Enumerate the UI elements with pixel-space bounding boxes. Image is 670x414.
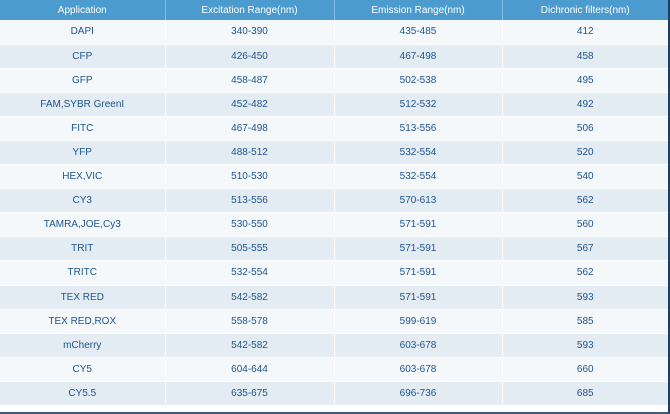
cell-dichronic: 562 — [502, 188, 668, 214]
cell-dichronic: 685 — [502, 381, 668, 407]
cell-dichronic: 660 — [502, 357, 668, 382]
cell-excitation: 542-582 — [165, 285, 335, 310]
cell-application: DAPI — [0, 20, 166, 45]
cell-application: FAM,SYBR GreenI — [0, 92, 166, 117]
cell-excitation: 530-550 — [165, 212, 335, 238]
header-application: Application — [0, 0, 166, 20]
table-body: DAPI 340-390 435-485 412 CFP 426-450 467… — [0, 20, 668, 407]
cell-dichronic: 562 — [502, 260, 668, 286]
cell-emission: 696-736 — [334, 381, 503, 407]
cell-application: CFP — [0, 44, 166, 69]
cell-emission: 532-554 — [334, 164, 503, 190]
cell-excitation: 604-644 — [165, 357, 335, 382]
table-row: TRIT 505-555 571-591 567 — [0, 236, 668, 262]
cell-emission: 571-591 — [334, 285, 503, 310]
cell-dichronic: 593 — [502, 285, 668, 310]
cell-dichronic: 593 — [502, 333, 668, 358]
cell-application: TEX RED,ROX — [0, 309, 166, 334]
table-row: TAMRA,JOE,Cy3 530-550 571-591 560 — [0, 212, 668, 238]
table-row: CY5 604-644 603-678 660 — [0, 357, 668, 382]
cell-excitation: 426-450 — [165, 44, 335, 69]
cell-emission: 571-591 — [334, 260, 503, 286]
cell-emission: 570-613 — [334, 188, 503, 214]
cell-excitation: 488-512 — [165, 140, 335, 166]
header-row: Application Excitation Range(nm) Emissio… — [0, 0, 668, 20]
cell-emission: 513-556 — [334, 116, 503, 141]
table-row: GFP 458-487 502-538 495 — [0, 68, 668, 93]
cell-emission: 571-591 — [334, 236, 503, 262]
cell-application: TRIT — [0, 236, 166, 262]
cell-application: YFP — [0, 140, 166, 166]
cell-emission: 512-532 — [334, 92, 503, 117]
cell-application: CY3 — [0, 188, 166, 214]
cell-excitation: 542-582 — [165, 333, 335, 358]
cell-excitation: 340-390 — [165, 20, 335, 45]
cell-application: TAMRA,JOE,Cy3 — [0, 212, 166, 238]
cell-application: TEX RED — [0, 285, 166, 310]
cell-excitation: 532-554 — [165, 260, 335, 286]
table-row: CY5.5 635-675 696-736 685 — [0, 381, 668, 407]
cell-dichronic: 492 — [502, 92, 668, 117]
cell-excitation: 505-555 — [165, 236, 335, 262]
header-excitation-range: Excitation Range(nm) — [165, 0, 335, 20]
cell-application: CY5 — [0, 357, 166, 382]
cell-emission: 599-619 — [334, 309, 503, 334]
cell-excitation: 458-487 — [165, 68, 335, 93]
table-header: Application Excitation Range(nm) Emissio… — [0, 0, 668, 20]
cell-application: TRITC — [0, 260, 166, 286]
cell-application: FITC — [0, 116, 166, 141]
cell-application: GFP — [0, 68, 166, 93]
cell-application: CY5.5 — [0, 381, 166, 407]
cell-emission: 435-485 — [334, 20, 503, 45]
cell-dichronic: 540 — [502, 164, 668, 190]
header-dichronic-filters: Dichronic filters(nm) — [540, 4, 630, 16]
cell-dichronic: 520 — [502, 140, 668, 166]
cell-emission: 532-554 — [334, 140, 503, 166]
table-row: YFP 488-512 532-554 520 — [0, 140, 668, 166]
table-row: CY3 513-556 570-613 562 — [0, 188, 668, 214]
cell-dichronic: 506 — [502, 116, 668, 141]
cell-dichronic: 567 — [502, 236, 668, 262]
table-row: TEX RED,ROX 558-578 599-619 585 — [0, 309, 668, 334]
cell-dichronic: 560 — [502, 212, 668, 238]
table-row: HEX,VIC 510-530 532-554 540 — [0, 164, 668, 190]
cell-emission: 603-678 — [334, 357, 503, 382]
cell-emission: 502-538 — [334, 68, 503, 93]
cell-dichronic: 585 — [502, 309, 668, 334]
table-row: TEX RED 542-582 571-591 593 — [0, 285, 668, 310]
cell-application: mCherry — [0, 333, 166, 358]
cell-dichronic: 495 — [502, 68, 668, 93]
table-row: mCherry 542-582 603-678 593 — [0, 333, 668, 358]
table-row: CFP 426-450 467-498 458 — [0, 44, 668, 69]
cell-dichronic: 412 — [502, 20, 668, 45]
table-row: FAM,SYBR GreenI 452-482 512-532 492 — [0, 92, 668, 117]
cell-emission: 467-498 — [334, 44, 503, 69]
cell-dichronic: 458 — [502, 44, 668, 69]
cell-emission: 603-678 — [334, 333, 503, 358]
cell-application: HEX,VIC — [0, 164, 166, 190]
cell-excitation: 510-530 — [165, 164, 335, 190]
cell-excitation: 452-482 — [165, 92, 335, 117]
cell-excitation: 635-675 — [165, 381, 335, 407]
header-emission-range: Emission Range(nm) — [334, 0, 503, 20]
table-row: TRITC 532-554 571-591 562 — [0, 260, 668, 286]
table-row: FITC 467-498 513-556 506 — [0, 116, 668, 141]
cell-excitation: 467-498 — [165, 116, 335, 141]
cell-excitation: 513-556 — [165, 188, 335, 214]
table-row: DAPI 340-390 435-485 412 — [0, 20, 668, 45]
cell-excitation: 558-578 — [165, 309, 335, 334]
cell-emission: 571-591 — [334, 212, 503, 238]
